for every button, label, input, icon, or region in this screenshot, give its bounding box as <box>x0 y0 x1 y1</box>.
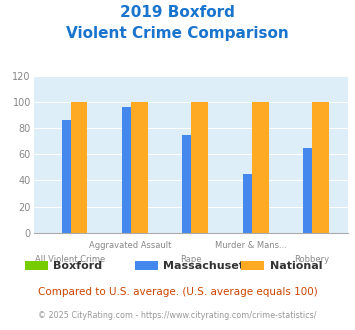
Bar <box>122 107 139 233</box>
Bar <box>312 102 329 233</box>
Bar <box>71 102 87 233</box>
Bar <box>182 135 199 233</box>
Text: Rape: Rape <box>180 255 202 264</box>
Text: Massachusetts: Massachusetts <box>163 261 256 271</box>
Text: National: National <box>270 261 322 271</box>
Text: Violent Crime Comparison: Violent Crime Comparison <box>66 26 289 41</box>
Text: Compared to U.S. average. (U.S. average equals 100): Compared to U.S. average. (U.S. average … <box>38 287 317 297</box>
Bar <box>243 174 260 233</box>
Bar <box>61 120 78 233</box>
Bar <box>191 102 208 233</box>
Text: © 2025 CityRating.com - https://www.cityrating.com/crime-statistics/: © 2025 CityRating.com - https://www.city… <box>38 311 317 320</box>
Text: Murder & Mans...: Murder & Mans... <box>215 241 287 250</box>
Text: 2019 Boxford: 2019 Boxford <box>120 5 235 20</box>
Text: Robbery: Robbery <box>294 255 329 264</box>
Text: All Violent Crime: All Violent Crime <box>35 255 105 264</box>
Text: Boxford: Boxford <box>53 261 102 271</box>
Bar <box>131 102 148 233</box>
Bar <box>303 148 320 233</box>
Text: Aggravated Assault: Aggravated Assault <box>89 241 171 250</box>
Bar <box>252 102 269 233</box>
